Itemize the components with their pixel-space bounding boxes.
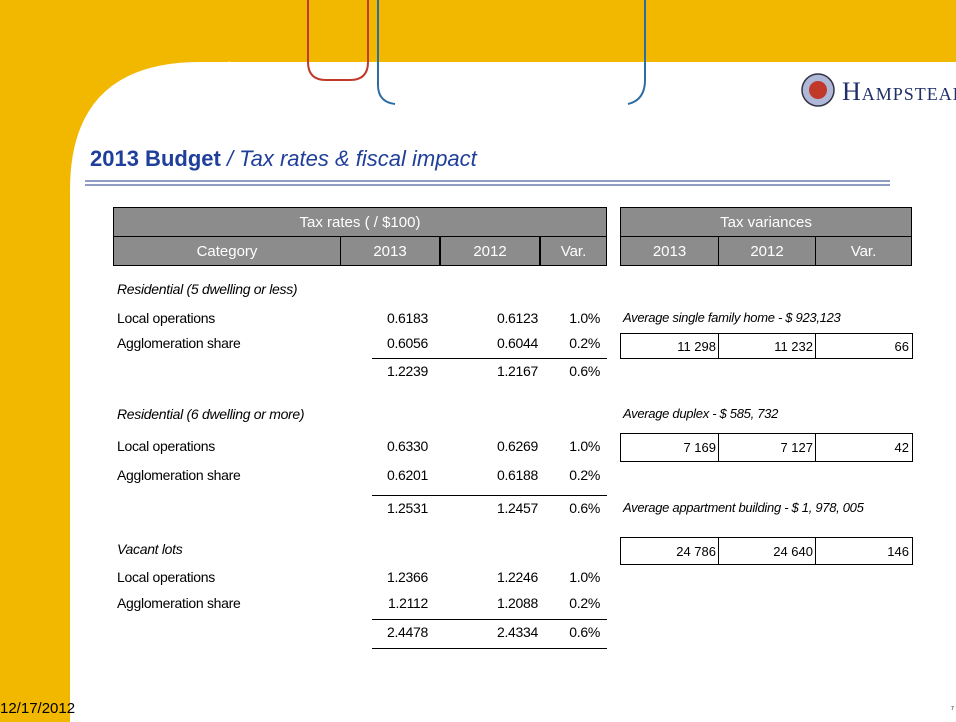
title: 2013 Budget / Tax rates & fiscal impact [90,146,477,172]
title-sub: / Tax rates & fiscal impact [226,146,477,171]
header-cell: 2012 [718,236,816,266]
cell-value: 0.6269 [496,438,538,454]
total-value: 2.4478 [386,624,428,640]
header-cell: Category [113,236,341,266]
cell-value: 0.6056 [386,335,428,351]
caption: Average appartment building - $ 1, 978, … [623,500,864,515]
variance-cell: 7 169 [620,433,720,462]
variance-cell: 66 [815,333,913,359]
variance-cell: 42 [815,433,913,462]
section-heading: Vacant lots [117,541,183,557]
total-value: 2.4334 [496,624,538,640]
row-label: Local operations [117,310,215,326]
header-cell: 2013 [620,236,719,266]
variance-cell: 7 127 [718,433,817,462]
variance-cell: 146 [815,537,913,565]
header-cell: Tax variances [620,207,912,237]
header-cell: 2013 [340,236,440,266]
row-label: Agglomeration share [117,467,241,483]
section-heading: Residential (5 dwelling or less) [117,281,298,297]
cell-value: 1.2366 [386,569,428,585]
total-value: 1.2457 [496,500,538,516]
cell-value: 0.2% [569,467,600,483]
caption: Average single family home - $ 923,123 [623,310,841,325]
cell-value: 0.6123 [496,310,538,326]
total-value: 0.6% [569,500,600,516]
cell-value: 0.6201 [386,467,428,483]
total-value: 0.6% [569,624,600,640]
total-value: 1.2167 [496,363,538,379]
header-cell: Var. [815,236,912,266]
brand: Hampstead [842,77,956,106]
row-label: Agglomeration share [117,335,241,351]
total-value: 1.2239 [386,363,428,379]
cell-value: 0.2% [569,335,600,351]
cell-value: 0.6183 [386,310,428,326]
variance-cell: 24 640 [718,537,817,565]
cell-value: 0.6044 [496,335,538,351]
variance-cell: 11 298 [620,333,720,359]
total-rule [372,619,607,620]
cell-value: 1.0% [569,569,600,585]
cell-value: 1.0% [569,310,600,326]
page-number: 7 [951,706,954,712]
total-value: 1.2531 [386,500,428,516]
cell-value: 1.0% [569,438,600,454]
header-cell: 2012 [440,236,540,266]
total-rule [372,495,607,496]
cell-value: 1.2246 [496,569,538,585]
section-heading: Residential (6 dwelling or more) [117,406,305,422]
row-label: Local operations [117,438,215,454]
footer-date: 12/17/2012 [0,700,76,717]
cell-value: 0.2% [569,595,600,611]
total-rule [372,648,607,649]
row-label: Local operations [117,569,215,585]
total-value: 0.6% [569,363,600,379]
cell-value: 0.6330 [386,438,428,454]
total-rule [372,358,607,359]
header-cell: Tax rates ( / $100) [113,207,607,237]
header-cell: Var. [540,236,607,266]
cell-value: 1.2112 [388,595,428,611]
row-label: Agglomeration share [117,595,241,611]
cell-value: 0.6188 [496,467,538,483]
variance-cell: 11 232 [718,333,817,359]
variance-cell: 24 786 [620,537,720,565]
cell-value: 1.2088 [496,595,538,611]
caption: Average duplex - $ 585, 732 [623,406,779,421]
title-main: 2013 Budget [90,146,221,171]
